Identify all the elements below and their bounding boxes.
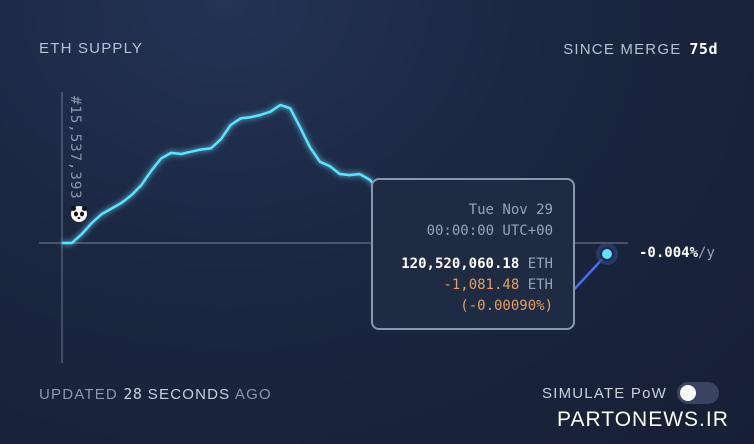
tooltip-supply-value: 120,520,060.18 <box>401 256 520 272</box>
since-merge-label: SINCE MERGE <box>563 41 682 58</box>
tooltip-delta: -1,081.48 ETH <box>373 275 553 296</box>
updated-seconds: SECONDS <box>147 386 231 403</box>
tooltip-supply-unit: ETH <box>527 256 553 272</box>
supply-rate-unit: /y <box>698 245 715 261</box>
updated-prefix: UPDATED <box>39 386 118 403</box>
current-supply-dot <box>600 247 614 261</box>
supply-rate: -0.004%/y <box>639 245 715 261</box>
panda-icon <box>71 206 87 222</box>
updated-status: UPDATED 28 SECONDS AGO <box>39 385 272 403</box>
simulate-pow-toggle[interactable] <box>677 382 719 404</box>
watermark: PARTONEWS.IR <box>557 408 729 431</box>
updated-suffix: AGO <box>234 386 272 403</box>
since-merge-stat: SINCE MERGE 75d <box>563 40 718 58</box>
chart-tooltip: Tue Nov 29 00:00:00 UTC+00 120,520,060.1… <box>371 178 575 330</box>
tooltip-delta-value: -1,081.48 <box>443 277 520 293</box>
supply-rate-value: -0.004% <box>639 245 699 261</box>
since-merge-value: 75d <box>689 40 718 58</box>
toggle-knob[interactable] <box>680 385 696 401</box>
updated-number: 28 <box>123 385 143 403</box>
simulate-pow-label: SIMULATE PoW <box>542 385 667 402</box>
tooltip-date: Tue Nov 29 <box>468 202 553 218</box>
tooltip-supply: 120,520,060.18 ETH <box>373 254 553 275</box>
tooltip-delta-percent: (-0.00090%) <box>460 298 553 314</box>
tooltip-time: 00:00:00 UTC+00 <box>426 223 553 239</box>
tooltip-delta-unit: ETH <box>527 277 553 293</box>
merge-block-label: #15,537,393 <box>67 96 83 200</box>
chart-title: ETH SUPPLY <box>39 40 144 57</box>
